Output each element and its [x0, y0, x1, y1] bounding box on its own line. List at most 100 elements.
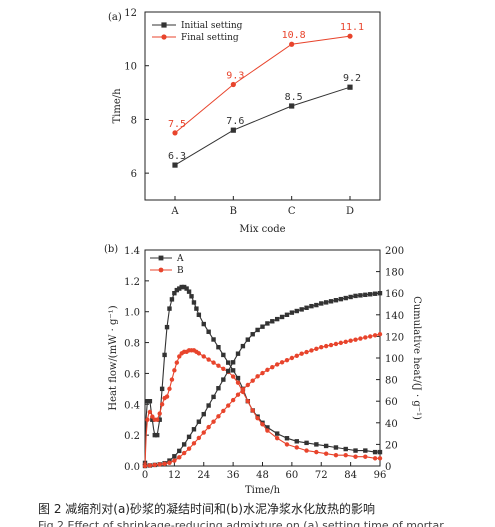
data-point [221, 408, 226, 414]
data-point [274, 431, 280, 436]
data-point [191, 427, 197, 432]
data-point [147, 463, 153, 468]
data-point [343, 295, 348, 301]
data-point [167, 386, 172, 392]
data-point [289, 103, 295, 109]
data-point [245, 337, 251, 342]
data-point [206, 424, 211, 430]
data-point [230, 81, 236, 88]
y-right-axis-label: Cumulative heat/(J · g⁻¹) [411, 296, 422, 420]
data-point [206, 357, 211, 362]
plot-frame [144, 11, 381, 201]
data-point [353, 293, 358, 299]
data-point [211, 360, 216, 365]
data-label: 7.6 [226, 116, 244, 127]
chart-setting-time: (a) 6 8 10 12 A B C D Mix code Time/h 6.3 7.6 8.5 9.2 I… [108, 8, 381, 235]
x-tick-label: C [288, 206, 296, 217]
data-point [172, 458, 177, 463]
x-tick-label: 84 [344, 470, 357, 481]
series-line [144, 349, 380, 465]
x-tick-label: 60 [286, 470, 299, 481]
data-point [172, 130, 178, 136]
x-tick-label: 96 [374, 470, 387, 481]
data-point [230, 374, 236, 379]
data-point [294, 445, 299, 450]
data-point [201, 354, 206, 359]
data-point [270, 319, 275, 324]
data-point [159, 386, 165, 392]
data-point [343, 446, 348, 452]
legend-label: Initial setting [181, 21, 243, 31]
data-point [157, 411, 162, 416]
data-point [216, 345, 221, 350]
data-point [372, 333, 378, 338]
data-point [323, 451, 329, 456]
data-point [221, 377, 226, 382]
data-point [155, 432, 160, 438]
data-point [304, 448, 309, 453]
legend-marker [161, 22, 167, 28]
y-tick-label: 0.8 [124, 339, 140, 350]
y-right-tick-label: 180 [385, 268, 404, 279]
data-point [363, 448, 368, 453]
data-point [284, 442, 290, 447]
data-point [377, 456, 383, 461]
data-point [184, 286, 189, 291]
data-point [230, 127, 236, 133]
y-right-tick-label: 160 [385, 289, 404, 300]
data-point [304, 349, 309, 355]
data-point [172, 454, 177, 459]
data-point [142, 463, 148, 469]
data-point [319, 301, 324, 306]
data-point [309, 348, 314, 353]
data-point [368, 334, 373, 339]
y-tick-label: 1.0 [124, 308, 140, 319]
data-point [230, 360, 236, 365]
data-point [179, 284, 184, 290]
data-point [333, 445, 339, 450]
data-point [235, 380, 241, 385]
data-point [235, 351, 241, 356]
data-point [226, 360, 231, 365]
y-right-tick-label: 100 [385, 354, 404, 365]
data-point [167, 460, 172, 465]
data-point [174, 360, 180, 365]
data-point [348, 338, 353, 343]
data-point [274, 362, 280, 367]
data-point [274, 316, 280, 322]
data-point [196, 435, 202, 441]
panel-label: (a) [108, 12, 122, 23]
legend-label: B [177, 266, 184, 276]
data-point [265, 367, 270, 373]
data-label: 8.5 [285, 92, 303, 103]
y-tick-label: 0.0 [124, 462, 140, 473]
data-point [191, 441, 197, 446]
data-point [201, 411, 206, 417]
data-point [250, 332, 255, 337]
y-right-tick-label: 120 [385, 332, 404, 343]
data-point [299, 307, 304, 312]
data-point [201, 430, 206, 435]
data-point [279, 360, 285, 365]
data-point [284, 357, 290, 363]
series-line [174, 86, 351, 166]
y-right-tick-label: 80 [385, 376, 398, 387]
data-point [255, 415, 260, 421]
data-point [338, 296, 344, 302]
data-point [348, 294, 353, 300]
data-point [363, 292, 368, 298]
data-point [363, 335, 368, 340]
data-point [260, 422, 265, 427]
data-point [289, 355, 295, 361]
data-point [189, 294, 194, 299]
x-tick-label: 0 [142, 470, 148, 481]
data-point [245, 382, 251, 388]
data-point [152, 462, 157, 468]
data-label: 7.5 [168, 119, 186, 130]
data-point [343, 339, 348, 344]
data-point [363, 454, 368, 459]
caption-english: Fig.2 Effect of shrinkage-reducing admix… [38, 519, 444, 527]
data-point [177, 455, 182, 460]
data-point [181, 284, 187, 290]
data-point [196, 351, 202, 356]
